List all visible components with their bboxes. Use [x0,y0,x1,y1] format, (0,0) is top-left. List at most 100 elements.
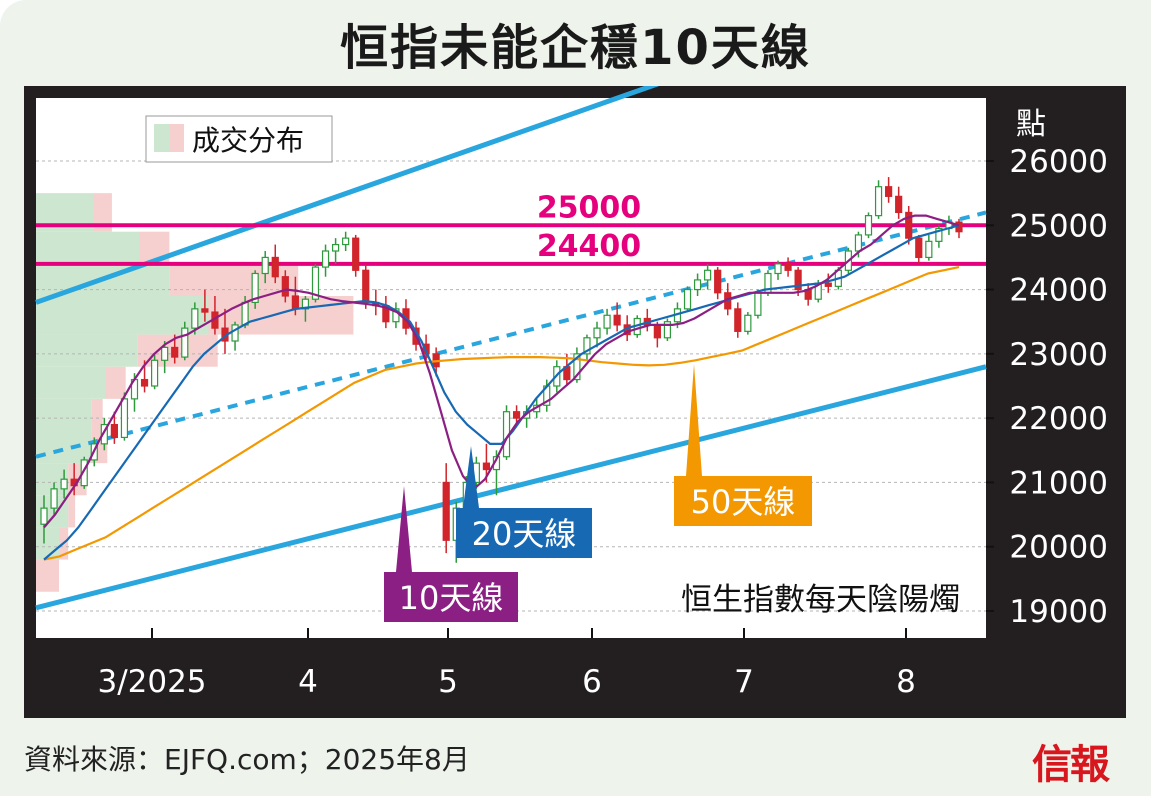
candle [915,234,923,264]
ma-callout: 10天線 [384,486,518,622]
candle-body [613,314,621,326]
candle-body [331,243,340,252]
candle-body [352,237,360,271]
volume-profile-bar-down [105,366,126,399]
volume-profile-bar-up [36,527,59,560]
candle [271,244,279,284]
callout-box [384,572,518,622]
candle-body [784,263,792,271]
callout-pointer [396,486,412,572]
candle-body [794,269,802,291]
legend-label: 成交分布 [192,124,304,157]
volume-profile-bar-down [91,398,103,431]
candle-body [915,237,923,259]
horizontal-levels: 25000 24400 [36,190,986,266]
candle-body [251,272,259,304]
candle-body [714,269,722,294]
candle-body [442,481,450,541]
candle [824,273,832,293]
candle [80,456,88,489]
volume-profile-bar-up [36,334,138,367]
volume-profile-bar-down [36,559,59,592]
x-tick-label: 3/2025 [97,664,206,700]
candle-body [824,282,832,287]
candle [40,495,48,544]
candle [281,270,289,303]
legend-swatch-up [154,124,169,152]
volume-profile-bar-up [36,231,140,264]
y-tick-label: 25000 [1009,208,1108,244]
candle-body [291,295,299,310]
x-tick-label: 8 [896,664,916,700]
candle-body [754,292,762,316]
candle-body [734,308,742,332]
candle [261,251,269,284]
candle-body [161,346,169,361]
candle-body [281,276,289,297]
candle [201,289,209,322]
publisher-logo: 信報 [1032,741,1110,788]
ma-callout: 20天線 [456,446,592,558]
candle-body [311,266,320,300]
candle [352,234,360,277]
candle-body [241,301,249,326]
y-tick-label: 24000 [1009,273,1108,309]
candle [935,225,943,248]
source-note: 資料來源：EJFQ.com；2025年8月 [24,743,470,776]
axes: 19000 20000 21000 22000 23000 24000 25000 26000… [97,144,1108,700]
candle-body [261,256,269,275]
candle-body [201,308,209,313]
chart-title: 恒指未能企穩10天線 [340,20,811,76]
ma-callouts: 10天線 20天線 50天線 [384,364,812,622]
candle [754,289,762,319]
moving-averages [43,214,960,561]
callout-label: 50天線 [691,483,796,521]
candle [704,263,712,290]
candle-body [593,327,601,339]
candle [925,234,933,261]
chart-annotation: 恒生指數每天陰陽燭 [681,582,960,618]
candle [663,318,672,341]
callout-label: 10天線 [399,579,504,617]
callout-label: 20天線 [472,515,577,553]
legend-swatch-down [169,124,184,152]
legend: 成交分布 [145,115,333,163]
candle-body [110,423,118,439]
y-tick-label: 20000 [1009,530,1108,566]
candle [693,273,702,296]
candle-body [653,324,661,339]
channel-line-mid [35,210,987,459]
callout-pointer [463,446,479,508]
candle [744,312,752,335]
candle-body [663,321,672,339]
candle-body [744,314,752,332]
level-label: 24400 [537,229,641,264]
volume-profile-bar-up [36,296,209,335]
y-tick-label: 19000 [1009,594,1108,630]
candle [181,321,189,361]
candle-body [171,346,179,358]
candle-body [573,353,581,381]
candle-body [151,359,159,387]
candle [100,418,108,451]
candle [251,270,259,309]
candle [161,341,169,374]
candle [885,177,893,203]
ma-callout: 50天線 [674,364,812,526]
callout-pointer [686,364,702,476]
volume-profile-bar-down [208,296,354,335]
candle [50,482,58,515]
candle-body [925,240,933,259]
candle [613,302,621,332]
candle-body [100,423,108,445]
candle-body [50,488,58,509]
channel-line-lower [35,364,987,611]
chart-frame: 25000 24400 10天線 20天線 50天線 19000 20000 21000 2… [24,86,1126,718]
ma20-line [43,224,960,561]
candle [120,392,129,441]
candle-body [482,462,491,471]
candle [321,244,330,277]
candle-body [935,227,943,242]
candle-body [181,327,189,358]
candle-body [120,398,129,439]
